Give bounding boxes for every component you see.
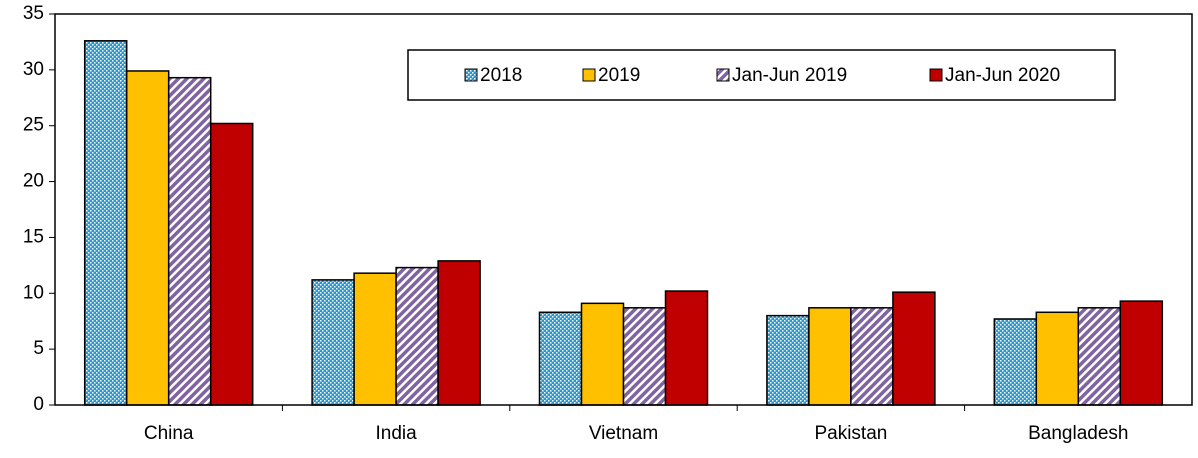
legend-swatch	[464, 68, 478, 82]
legend-label: Jan-Jun 2020	[945, 65, 1060, 86]
legend-swatch	[582, 68, 596, 82]
bar	[993, 318, 1038, 406]
bar	[580, 302, 625, 406]
y-tick-label: 0	[33, 394, 44, 415]
legend-label: 2018	[480, 65, 522, 86]
legend-swatch	[716, 68, 730, 82]
bar	[538, 311, 583, 406]
bar	[622, 307, 667, 406]
bar	[353, 272, 397, 406]
bar	[850, 307, 894, 406]
bar	[1077, 307, 1122, 406]
x-tick-label: China	[144, 423, 194, 444]
bar	[311, 279, 355, 406]
bar	[167, 76, 212, 406]
bar	[664, 290, 709, 406]
bar	[209, 122, 254, 406]
bar	[808, 307, 852, 406]
y-tick-label: 25	[23, 115, 44, 136]
legend: 2018 2019 Jan-Jun 2019 Jan-Jun 2020	[407, 49, 1116, 101]
plot-frame	[54, 13, 1193, 406]
y-tick-label: 10	[23, 282, 44, 303]
bar	[1119, 300, 1164, 406]
y-tick-label: 15	[23, 226, 44, 247]
x-tick-label: Vietnam	[589, 423, 658, 444]
legend-label: 2019	[598, 65, 640, 86]
y-tick-label: 35	[23, 3, 44, 24]
y-tick-label: 5	[33, 338, 44, 359]
bar	[892, 291, 936, 406]
bar	[766, 314, 810, 406]
bar	[437, 260, 481, 406]
y-tick-label: 20	[23, 171, 44, 192]
x-tick-label: India	[375, 423, 417, 444]
x-tick-label: Pakistan	[814, 423, 887, 444]
x-tick-label: Bangladesh	[1028, 423, 1128, 444]
legend-label: Jan-Jun 2019	[732, 65, 847, 86]
y-tick-label: 30	[23, 59, 44, 80]
bar	[83, 40, 128, 406]
bar	[395, 266, 439, 406]
legend-swatch	[929, 68, 943, 82]
bar	[125, 70, 170, 406]
bar	[1035, 311, 1080, 406]
legend-box	[407, 49, 1116, 101]
